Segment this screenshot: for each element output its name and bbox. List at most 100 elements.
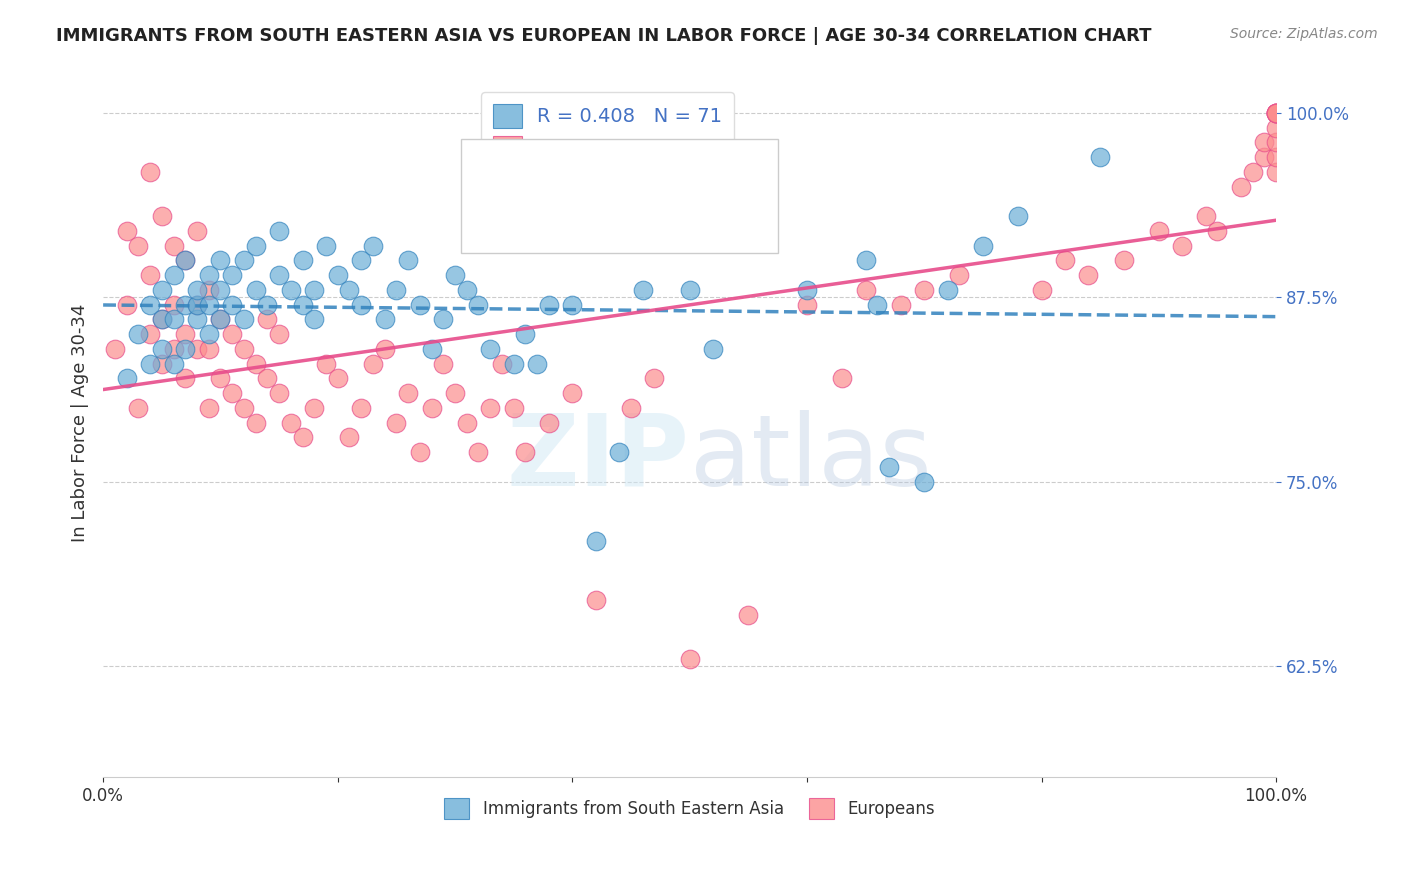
Point (186, 298, 208, 312)
Point (291, 430, 314, 444)
Point (186, 342, 208, 356)
Point (280, 416, 302, 430)
Point (304, 401, 326, 415)
Point (209, 371, 232, 385)
Point (209, 253, 232, 268)
Point (502, 401, 524, 415)
Point (972, 238, 994, 252)
Point (702, 342, 724, 356)
Point (339, 283, 361, 297)
Point (1077, 268, 1099, 282)
Point (162, 342, 184, 356)
Point (197, 401, 219, 415)
Point (1265, 165, 1288, 179)
Point (396, 386, 419, 401)
Point (150, 283, 173, 297)
Point (350, 298, 373, 312)
Point (174, 253, 197, 268)
Point (1031, 283, 1053, 297)
Point (174, 253, 197, 268)
Point (1007, 209, 1029, 223)
Point (267, 327, 290, 342)
Point (197, 298, 219, 312)
Point (304, 283, 326, 297)
Point (796, 298, 818, 312)
Point (186, 312, 208, 326)
Point (491, 357, 513, 371)
Point (162, 268, 184, 282)
Point (585, 592, 607, 607)
Point (561, 386, 583, 401)
Point (1265, 120, 1288, 135)
Point (232, 253, 254, 268)
Point (221, 386, 243, 401)
Point (1230, 179, 1253, 194)
Point (456, 416, 478, 430)
Point (515, 327, 537, 342)
Point (256, 371, 278, 385)
Point (1265, 136, 1288, 150)
Point (150, 342, 173, 356)
Point (420, 342, 443, 356)
Point (115, 371, 138, 385)
Point (326, 371, 349, 385)
Point (162, 238, 184, 252)
Point (150, 357, 173, 371)
Point (1253, 136, 1275, 150)
Point (1253, 150, 1275, 164)
Point (127, 238, 149, 252)
Point (174, 342, 197, 356)
Point (912, 283, 935, 297)
Point (420, 401, 443, 415)
Point (115, 298, 138, 312)
Point (174, 298, 197, 312)
Point (444, 386, 467, 401)
Point (432, 312, 454, 326)
Point (150, 312, 173, 326)
Point (221, 268, 243, 282)
Point (221, 298, 243, 312)
Point (139, 327, 162, 342)
Point (678, 283, 700, 297)
Point (304, 312, 326, 326)
Point (326, 268, 349, 282)
Point (456, 283, 478, 297)
Point (912, 475, 935, 489)
Point (890, 298, 912, 312)
Point (877, 460, 900, 475)
Point (948, 268, 970, 282)
Point (232, 342, 254, 356)
Point (1265, 150, 1288, 164)
Point (561, 298, 583, 312)
Point (444, 268, 467, 282)
Point (245, 238, 267, 252)
Point (197, 327, 219, 342)
Point (139, 357, 162, 371)
Point (245, 283, 267, 297)
Point (174, 371, 197, 385)
Y-axis label: In Labor Force | Age 30-34: In Labor Force | Age 30-34 (72, 303, 89, 541)
Point (855, 253, 877, 268)
Point (139, 165, 162, 179)
Point (1265, 105, 1288, 120)
Point (350, 401, 373, 415)
Point (479, 342, 502, 356)
Point (150, 209, 173, 223)
Point (537, 416, 560, 430)
Point (479, 401, 502, 415)
Point (291, 298, 314, 312)
Point (139, 298, 162, 312)
Point (526, 357, 548, 371)
Point (1206, 224, 1229, 238)
Point (350, 253, 373, 268)
Point (855, 283, 877, 297)
Point (678, 652, 700, 666)
Point (409, 298, 432, 312)
Point (737, 607, 759, 622)
Point (104, 342, 127, 356)
Point (585, 533, 607, 548)
Legend: Immigrants from South Eastern Asia, Europeans: Immigrants from South Eastern Asia, Euro… (437, 791, 942, 825)
Point (127, 401, 149, 415)
Point (197, 342, 219, 356)
Point (232, 312, 254, 326)
